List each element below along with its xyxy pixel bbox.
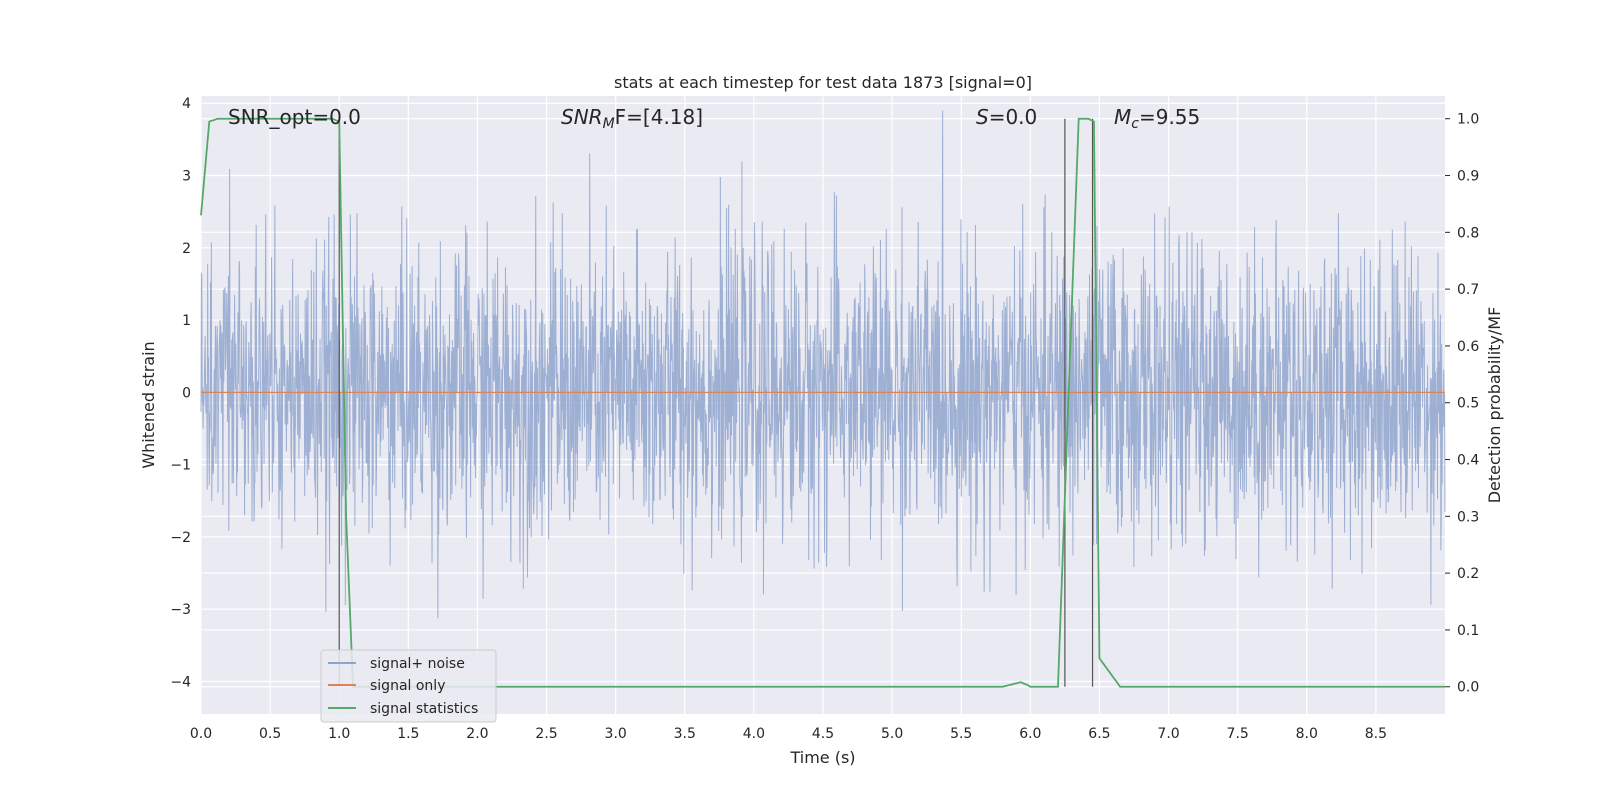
y-right-tick-label: 0.4 bbox=[1457, 453, 1479, 469]
y-axis-left-label: Whitened strain bbox=[139, 341, 158, 468]
x-tick-label: 7.0 bbox=[1157, 726, 1179, 742]
chart: 0.0 0.5 1.0 1.5 2.0 2.5 3.0 3.5 4.0 4.5 5.0 5.5 6.0 6… bbox=[0, 0, 1600, 800]
x-tick-label: 1.5 bbox=[397, 726, 419, 742]
x-tick-label: 4.0 bbox=[743, 726, 765, 742]
x-tick-label: 6.5 bbox=[1088, 726, 1110, 742]
y-right-tick-label: 0.8 bbox=[1457, 225, 1479, 241]
y-left-tick-label: −2 bbox=[170, 530, 191, 546]
annotation-snr-mf: SNRMF=[4.18] bbox=[561, 105, 703, 132]
y-right-tick-label: 0.1 bbox=[1457, 623, 1479, 639]
legend-label-signal-noise: signal+ noise bbox=[370, 656, 465, 672]
x-tick-label: 6.0 bbox=[1019, 726, 1041, 742]
y-right-tick-label: 0.7 bbox=[1457, 282, 1479, 298]
s-value: =0.0 bbox=[989, 105, 1038, 129]
y-right-tick-label: 0.5 bbox=[1457, 396, 1479, 412]
y-left-tick-label: 2 bbox=[182, 241, 191, 257]
annotation-mc: Mc=9.55 bbox=[1114, 105, 1200, 132]
x-tick-label: 7.5 bbox=[1227, 726, 1249, 742]
mc-value: =9.55 bbox=[1139, 105, 1200, 129]
x-tick-label: 5.0 bbox=[881, 726, 903, 742]
legend-label-signal-statistics: signal statistics bbox=[370, 701, 478, 717]
mc-label: M bbox=[1114, 105, 1131, 129]
y-right-tick-label: 0.9 bbox=[1457, 169, 1479, 185]
x-tick-label: 0.5 bbox=[259, 726, 281, 742]
x-tick-label: 2.5 bbox=[535, 726, 557, 742]
y-left-tick-label: 3 bbox=[182, 169, 191, 185]
x-tick-label: 1.0 bbox=[328, 726, 350, 742]
legend: signal+ noise signal only signal statist… bbox=[321, 650, 496, 722]
x-tick-label: 4.5 bbox=[812, 726, 834, 742]
annotation-s: S=0.0 bbox=[976, 105, 1037, 129]
y-right-tick-label: 0.2 bbox=[1457, 566, 1479, 582]
snr-mf-rest: F=[4.18] bbox=[615, 105, 703, 129]
y-right-tick-label: 1.0 bbox=[1457, 112, 1479, 128]
s-label: S bbox=[976, 105, 989, 129]
x-tick-label: 3.5 bbox=[674, 726, 696, 742]
y-right-tick-label: 0.3 bbox=[1457, 509, 1479, 525]
x-tick-label: 0.0 bbox=[190, 726, 212, 742]
y-left-tick-label: 1 bbox=[182, 313, 191, 329]
annotation-snr-opt: SNR_opt=0.0 bbox=[228, 105, 361, 129]
chart-title: stats at each timestep for test data 187… bbox=[614, 73, 1032, 92]
y-left-tick-label: 0 bbox=[182, 385, 191, 401]
y-axis-right-label: Detection probability/MF bbox=[1485, 307, 1504, 504]
legend-label-signal-only: signal only bbox=[370, 678, 445, 694]
y-left-tick-label: −3 bbox=[170, 602, 191, 618]
y-right-tick-label: 0.0 bbox=[1457, 680, 1479, 696]
x-tick-label: 5.5 bbox=[950, 726, 972, 742]
snr-mf-base: SNR bbox=[561, 105, 603, 129]
y-left-tick-label: −1 bbox=[170, 458, 191, 474]
y-left-tick-label: 4 bbox=[182, 96, 191, 112]
x-tick-label: 3.0 bbox=[605, 726, 627, 742]
x-tick-label: 8.5 bbox=[1365, 726, 1387, 742]
y-left-tick-label: −4 bbox=[170, 674, 191, 690]
x-tick-label: 8.0 bbox=[1296, 726, 1318, 742]
x-axis-label: Time (s) bbox=[789, 748, 855, 767]
x-tick-label: 2.0 bbox=[466, 726, 488, 742]
snr-mf-sub: M bbox=[603, 116, 615, 132]
y-right-tick-label: 0.6 bbox=[1457, 339, 1479, 355]
